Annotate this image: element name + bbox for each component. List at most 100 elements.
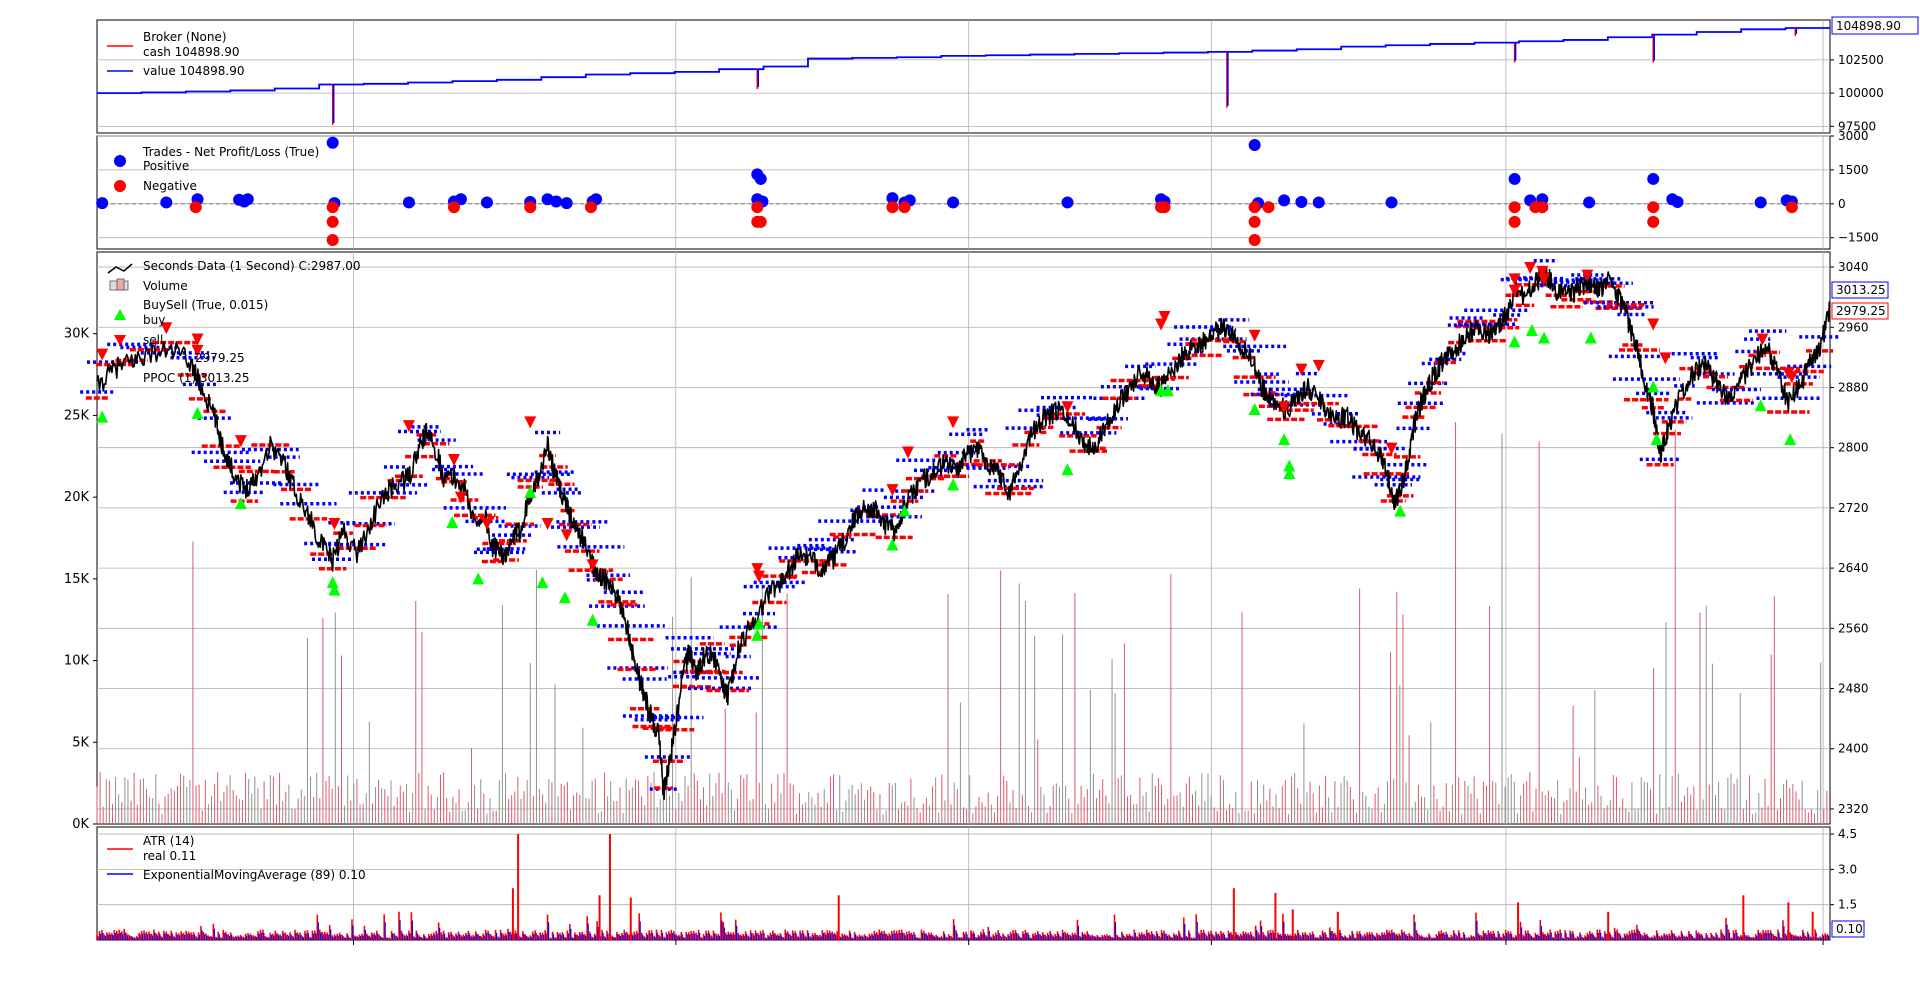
price-close-line: [96, 267, 1831, 801]
volume-ytick-label-6: 30K: [64, 327, 90, 342]
volume-ytick-label-2: 10K: [64, 654, 90, 669]
sell-marker-35: [1756, 333, 1769, 346]
sell-marker-30: [1536, 265, 1549, 278]
buy-marker-28: [1647, 380, 1660, 393]
trades-y-ticks: 3000 1500 0 −1500: [1830, 129, 1879, 245]
trade-positive-point-8: [402, 196, 415, 209]
broker-value-line: [97, 27, 1830, 95]
sell-marker-21: [1158, 310, 1171, 323]
buy-marker-1: [191, 406, 204, 419]
buy-marker-16: [1061, 463, 1074, 476]
price-close-path: [96, 267, 1831, 801]
trade-positive-point-22: [886, 192, 899, 205]
buy-marker-25: [1525, 324, 1538, 337]
trades-legend-negative-marker: [114, 180, 126, 192]
price-legend-sell: sell: [143, 333, 163, 347]
trade-positive-point-38: [1583, 196, 1596, 209]
buy-marker-10: [586, 613, 599, 626]
trade-negative-point-2: [326, 215, 339, 228]
broker-y-ticks: 97500 100000 102500: [1830, 53, 1884, 133]
price-ytick-label-7: 2880: [1838, 380, 1869, 394]
trades-panel: 3000 1500 0 −1500 Trades - Net Profit/Loss …: [96, 129, 1879, 250]
buy-marker-14: [898, 504, 911, 517]
buy-marker-23: [1394, 504, 1407, 517]
trades-legend-positive-marker: [114, 155, 126, 167]
price-legend-data: Seconds Data (1 Second) C:2987.00: [143, 259, 361, 273]
buy-marker-21: [1283, 459, 1296, 472]
buy-marker-31: [1784, 433, 1797, 446]
price-ytick-label-6: 2800: [1838, 441, 1869, 455]
price-ytick-label-5: 2720: [1838, 501, 1869, 515]
atr-last-value: 0.10: [1836, 922, 1863, 936]
atr-legend-ema: ExponentialMovingAverage (89) 0.10: [143, 868, 366, 882]
sell-marker-22: [1248, 329, 1261, 342]
trade-negative-point-14: [1248, 201, 1261, 214]
sell-marker-2: [191, 333, 204, 346]
buy-marker-9: [558, 591, 571, 604]
trade-negative-point-16: [1248, 233, 1261, 246]
atr-ytick-label-2: 4.5: [1838, 827, 1857, 841]
trade-negative-point-22: [1647, 201, 1660, 214]
price-ytick-label-2: 2480: [1838, 682, 1869, 696]
buy-marker-12: [751, 628, 764, 641]
buy-marker-11: [753, 617, 766, 630]
sell-marker-0: [96, 348, 109, 361]
buy-marker-7: [524, 485, 537, 498]
trade-positive-point-32: [1295, 195, 1308, 208]
trade-negative-point-4: [447, 201, 460, 214]
trade-negative-point-23: [1647, 215, 1660, 228]
trade-negative-point-1: [326, 201, 339, 214]
trades-legend: Trades - Net Profit/Loss (True) Positive…: [114, 145, 319, 193]
sell-marker-1: [160, 322, 173, 335]
trade-positive-point-1: [160, 196, 173, 209]
trades-legend-positive: Positive: [143, 159, 189, 173]
price-ytick-label-0: 2320: [1838, 802, 1869, 816]
price-legend-ppoc: PPOC (1) 3013.25: [143, 371, 250, 385]
trade-negative-point-18: [1508, 201, 1521, 214]
sell-marker-15: [753, 570, 766, 583]
trade-positive-point-33: [1312, 196, 1325, 209]
buy-marker-26: [1538, 331, 1551, 344]
trade-positive-point-42: [1754, 196, 1767, 209]
trade-negative-point-9: [754, 215, 767, 228]
price-legend-buy-marker: [114, 309, 126, 320]
trade-positive-point-39: [1647, 172, 1660, 185]
sell-marker-28: [1508, 284, 1521, 297]
atr-panel: 1.5 3.0 4.5 ATR (14) real 0.11 Exponential…: [96, 826, 1865, 941]
buy-marker-3: [326, 576, 339, 589]
close-value-label: 2979.25: [1836, 304, 1886, 318]
price-axes-frame: [96, 251, 1831, 825]
broker-legend-cash: cash 104898.90: [143, 45, 240, 59]
trades-scatter: [96, 136, 1830, 246]
atr-series: [96, 834, 1830, 940]
trade-positive-point-0: [96, 197, 109, 210]
broker-ytick-label-1: 100000: [1838, 86, 1884, 100]
trade-positive-point-6: [326, 136, 339, 149]
volume-ytick-label-5: 25K: [64, 408, 90, 423]
buy-marker-4: [328, 583, 341, 596]
trade-negative-point-19: [1508, 215, 1521, 228]
buy-marker-20: [1278, 433, 1291, 446]
sell-marker-19: [1061, 401, 1074, 414]
sell-marker-3: [191, 344, 204, 357]
sell-marker-4: [234, 435, 247, 448]
atr-legend: ATR (14) real 0.11 ExponentialMovingAver…: [107, 834, 366, 882]
trades-legend-title: Trades - Net Profit/Loss (True): [142, 145, 319, 159]
trades-ytick-label-0: 3000: [1838, 129, 1869, 143]
trades-ytick-label-3: −1500: [1838, 231, 1879, 245]
sell-marker-9: [480, 517, 493, 530]
buy-marker-13: [886, 538, 899, 551]
buy-marker-8: [536, 576, 549, 589]
sell-marker-24: [1295, 363, 1308, 376]
trade-positive-point-5: [241, 193, 254, 206]
volume-y-ticks: 0K 5K 10K 15K 20K 25K 30K: [64, 327, 97, 832]
trade-negative-point-5: [524, 201, 537, 214]
sell-marker-7: [447, 453, 460, 466]
volume-ytick-label-1: 5K: [72, 735, 89, 750]
atr-axes-frame: [96, 826, 1831, 941]
atr-ytick-label-0: 1.5: [1838, 898, 1857, 912]
buy-marker-0: [96, 410, 109, 423]
atr-gridlines: [97, 827, 1830, 940]
trade-positive-point-15: [560, 197, 573, 210]
